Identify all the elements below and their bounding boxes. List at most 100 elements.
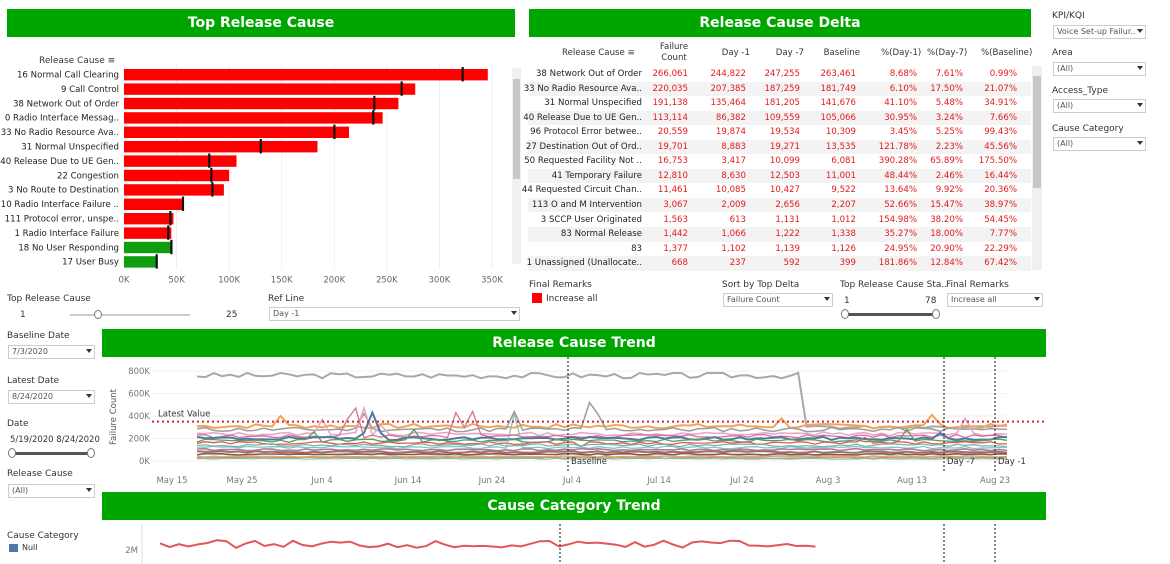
y-axis-label: Failure Count bbox=[109, 388, 119, 445]
cause-category-select[interactable]: (All) bbox=[1053, 137, 1146, 151]
delta-table-scrollbar-thumb[interactable] bbox=[1033, 76, 1041, 188]
ref-line-mark bbox=[170, 239, 173, 255]
latest-date-select[interactable]: 8/24/2020 bbox=[8, 390, 95, 404]
ref-line-mark bbox=[169, 211, 172, 226]
chevron-down-icon bbox=[1137, 141, 1143, 145]
bar bbox=[124, 141, 318, 153]
table-cell-value: 20.36% bbox=[984, 185, 1017, 196]
delta-col-header[interactable]: %(Day-7) bbox=[927, 48, 968, 58]
top-rc-sta-slider-handle-left[interactable] bbox=[841, 309, 849, 319]
ref-line-select[interactable]: Day -1 bbox=[269, 307, 520, 321]
table-cell-value: 38.97% bbox=[984, 199, 1017, 210]
table-row[interactable] bbox=[528, 96, 1031, 111]
bar-chart-column-header[interactable]: Release Cause ≡ bbox=[39, 56, 116, 66]
top-rc-sta-slider-handle-right[interactable] bbox=[932, 309, 940, 319]
top-rc-sta-slider-track[interactable] bbox=[845, 313, 937, 316]
trend-series-line bbox=[196, 450, 1008, 454]
table-cell-value: 0.99% bbox=[989, 69, 1017, 79]
table-row[interactable] bbox=[528, 81, 1031, 97]
slider-max: 25 bbox=[226, 310, 238, 320]
delta-col-header[interactable]: %(Day-1) bbox=[881, 48, 922, 58]
table-row[interactable] bbox=[528, 183, 1031, 198]
table-cell-value: 16,753 bbox=[657, 156, 688, 167]
x-tick-label: Jul 4 bbox=[562, 476, 581, 486]
bar-chart-scrollbar-thumb[interactable] bbox=[513, 79, 520, 179]
table-cell-value: 6,081 bbox=[831, 156, 856, 167]
date-range-slider-track[interactable] bbox=[12, 452, 90, 455]
table-cell-value: 15.47% bbox=[930, 199, 963, 210]
table-cell-value: 7.66% bbox=[989, 112, 1017, 123]
table-cell-value: 1,563 bbox=[663, 214, 688, 225]
table-cell-value: 613 bbox=[729, 214, 746, 225]
table-cell-value: 181,749 bbox=[820, 83, 856, 94]
y-tick-label: 2M bbox=[125, 546, 138, 556]
table-row[interactable] bbox=[528, 168, 1031, 184]
date-slider-handle-left[interactable] bbox=[8, 448, 16, 458]
table-row[interactable] bbox=[528, 110, 1031, 126]
delta-col-header[interactable]: Baseline bbox=[823, 48, 860, 58]
table-cell-value: 1,131 bbox=[775, 214, 800, 225]
delta-col-header[interactable]: Day -1 bbox=[721, 48, 750, 58]
sort-label: Sort by Top Delta bbox=[722, 280, 800, 290]
sort-select[interactable]: Failure Count bbox=[723, 293, 833, 307]
table-cell-cause: 3 SCCP User Originated bbox=[540, 214, 642, 225]
delta-col-header[interactable]: Release Cause ≡ bbox=[562, 48, 635, 58]
table-cell-cause: 50 Requested Facility Not .. bbox=[524, 156, 642, 167]
ref-line-mark bbox=[155, 254, 158, 269]
release-cause-select[interactable]: (All) bbox=[8, 484, 95, 498]
table-row[interactable] bbox=[528, 256, 1031, 271]
table-row[interactable] bbox=[528, 227, 1031, 242]
table-cell-value: 24.95% bbox=[884, 243, 917, 254]
table-cell-value: 154.98% bbox=[878, 214, 917, 225]
table-cell-value: 19,874 bbox=[715, 127, 746, 138]
release-cause-delta-header: Release Cause Delta bbox=[529, 9, 1031, 37]
access-type-select[interactable]: (All) bbox=[1053, 99, 1146, 113]
ref-line-mark bbox=[210, 167, 213, 183]
bar-label: 18 No User Responding bbox=[18, 243, 119, 253]
table-cell-value: 65.89% bbox=[930, 156, 963, 167]
top-release-cause-bar-chart: 0K 50K 100K 150K 200K 250K 300K 350K 16 Normal C… bbox=[0, 64, 503, 284]
top-release-cause-slider-label: Top Release Cause bbox=[7, 294, 91, 304]
table-cell-value: 247,255 bbox=[764, 69, 800, 79]
chevron-down-icon bbox=[86, 488, 92, 492]
table-cell-cause: 41 Temporary Failure bbox=[551, 170, 642, 181]
x-tick-label: Jul 24 bbox=[729, 476, 754, 486]
x-tick-label: Aug 3 bbox=[816, 476, 841, 486]
chevron-down-icon bbox=[511, 311, 517, 315]
table-row[interactable] bbox=[528, 212, 1031, 228]
trend-series-line bbox=[197, 457, 1008, 460]
table-cell-value: 263,461 bbox=[820, 69, 856, 79]
table-row[interactable] bbox=[528, 139, 1031, 155]
increase-legend-swatch bbox=[532, 293, 542, 303]
delta-col-header[interactable]: Day -7 bbox=[775, 48, 804, 58]
kpi-select[interactable]: Voice Set-up Failur.. bbox=[1053, 25, 1146, 39]
delta-col-header[interactable]: Failure Count bbox=[659, 42, 689, 63]
x-tick-label: Aug 13 bbox=[897, 476, 927, 486]
table-cell-value: 30.95% bbox=[884, 112, 917, 123]
bar-label: 40 Release Due to UE Gen.. bbox=[0, 157, 119, 167]
final-remarks-select[interactable]: Increase all bbox=[947, 293, 1043, 307]
release-cause-filter-label: Release Cause bbox=[7, 469, 73, 479]
table-cell-value: 11,461 bbox=[657, 185, 688, 196]
cause-category-filter-label: Cause Category bbox=[1052, 124, 1124, 134]
table-row[interactable] bbox=[528, 125, 1031, 140]
top-release-cause-slider-handle[interactable] bbox=[94, 310, 102, 319]
date-slider-handle-right[interactable] bbox=[87, 448, 95, 458]
table-cell-value: 11,001 bbox=[825, 170, 856, 181]
table-row[interactable] bbox=[528, 154, 1031, 169]
bar-label: 111 Protocol error, unspe.. bbox=[5, 215, 119, 225]
table-cell-value: 135,464 bbox=[710, 98, 746, 109]
delta-col-header[interactable]: %(Baseline) bbox=[981, 48, 1033, 58]
x-tick-label: 350K bbox=[481, 276, 503, 284]
top-release-cause-slider-track[interactable] bbox=[70, 314, 190, 316]
baseline-date-select[interactable]: 7/3/2020 bbox=[8, 345, 95, 359]
table-cell-value: 20,559 bbox=[657, 127, 688, 138]
ref-line-mark bbox=[333, 124, 336, 139]
area-select[interactable]: (All) bbox=[1053, 62, 1146, 76]
table-cell-value: 668 bbox=[671, 258, 688, 269]
table-row[interactable] bbox=[528, 241, 1031, 257]
bar bbox=[124, 69, 488, 81]
table-row[interactable] bbox=[528, 67, 1031, 82]
sort-icon[interactable]: ≡ bbox=[107, 56, 116, 66]
table-row[interactable] bbox=[528, 197, 1031, 213]
